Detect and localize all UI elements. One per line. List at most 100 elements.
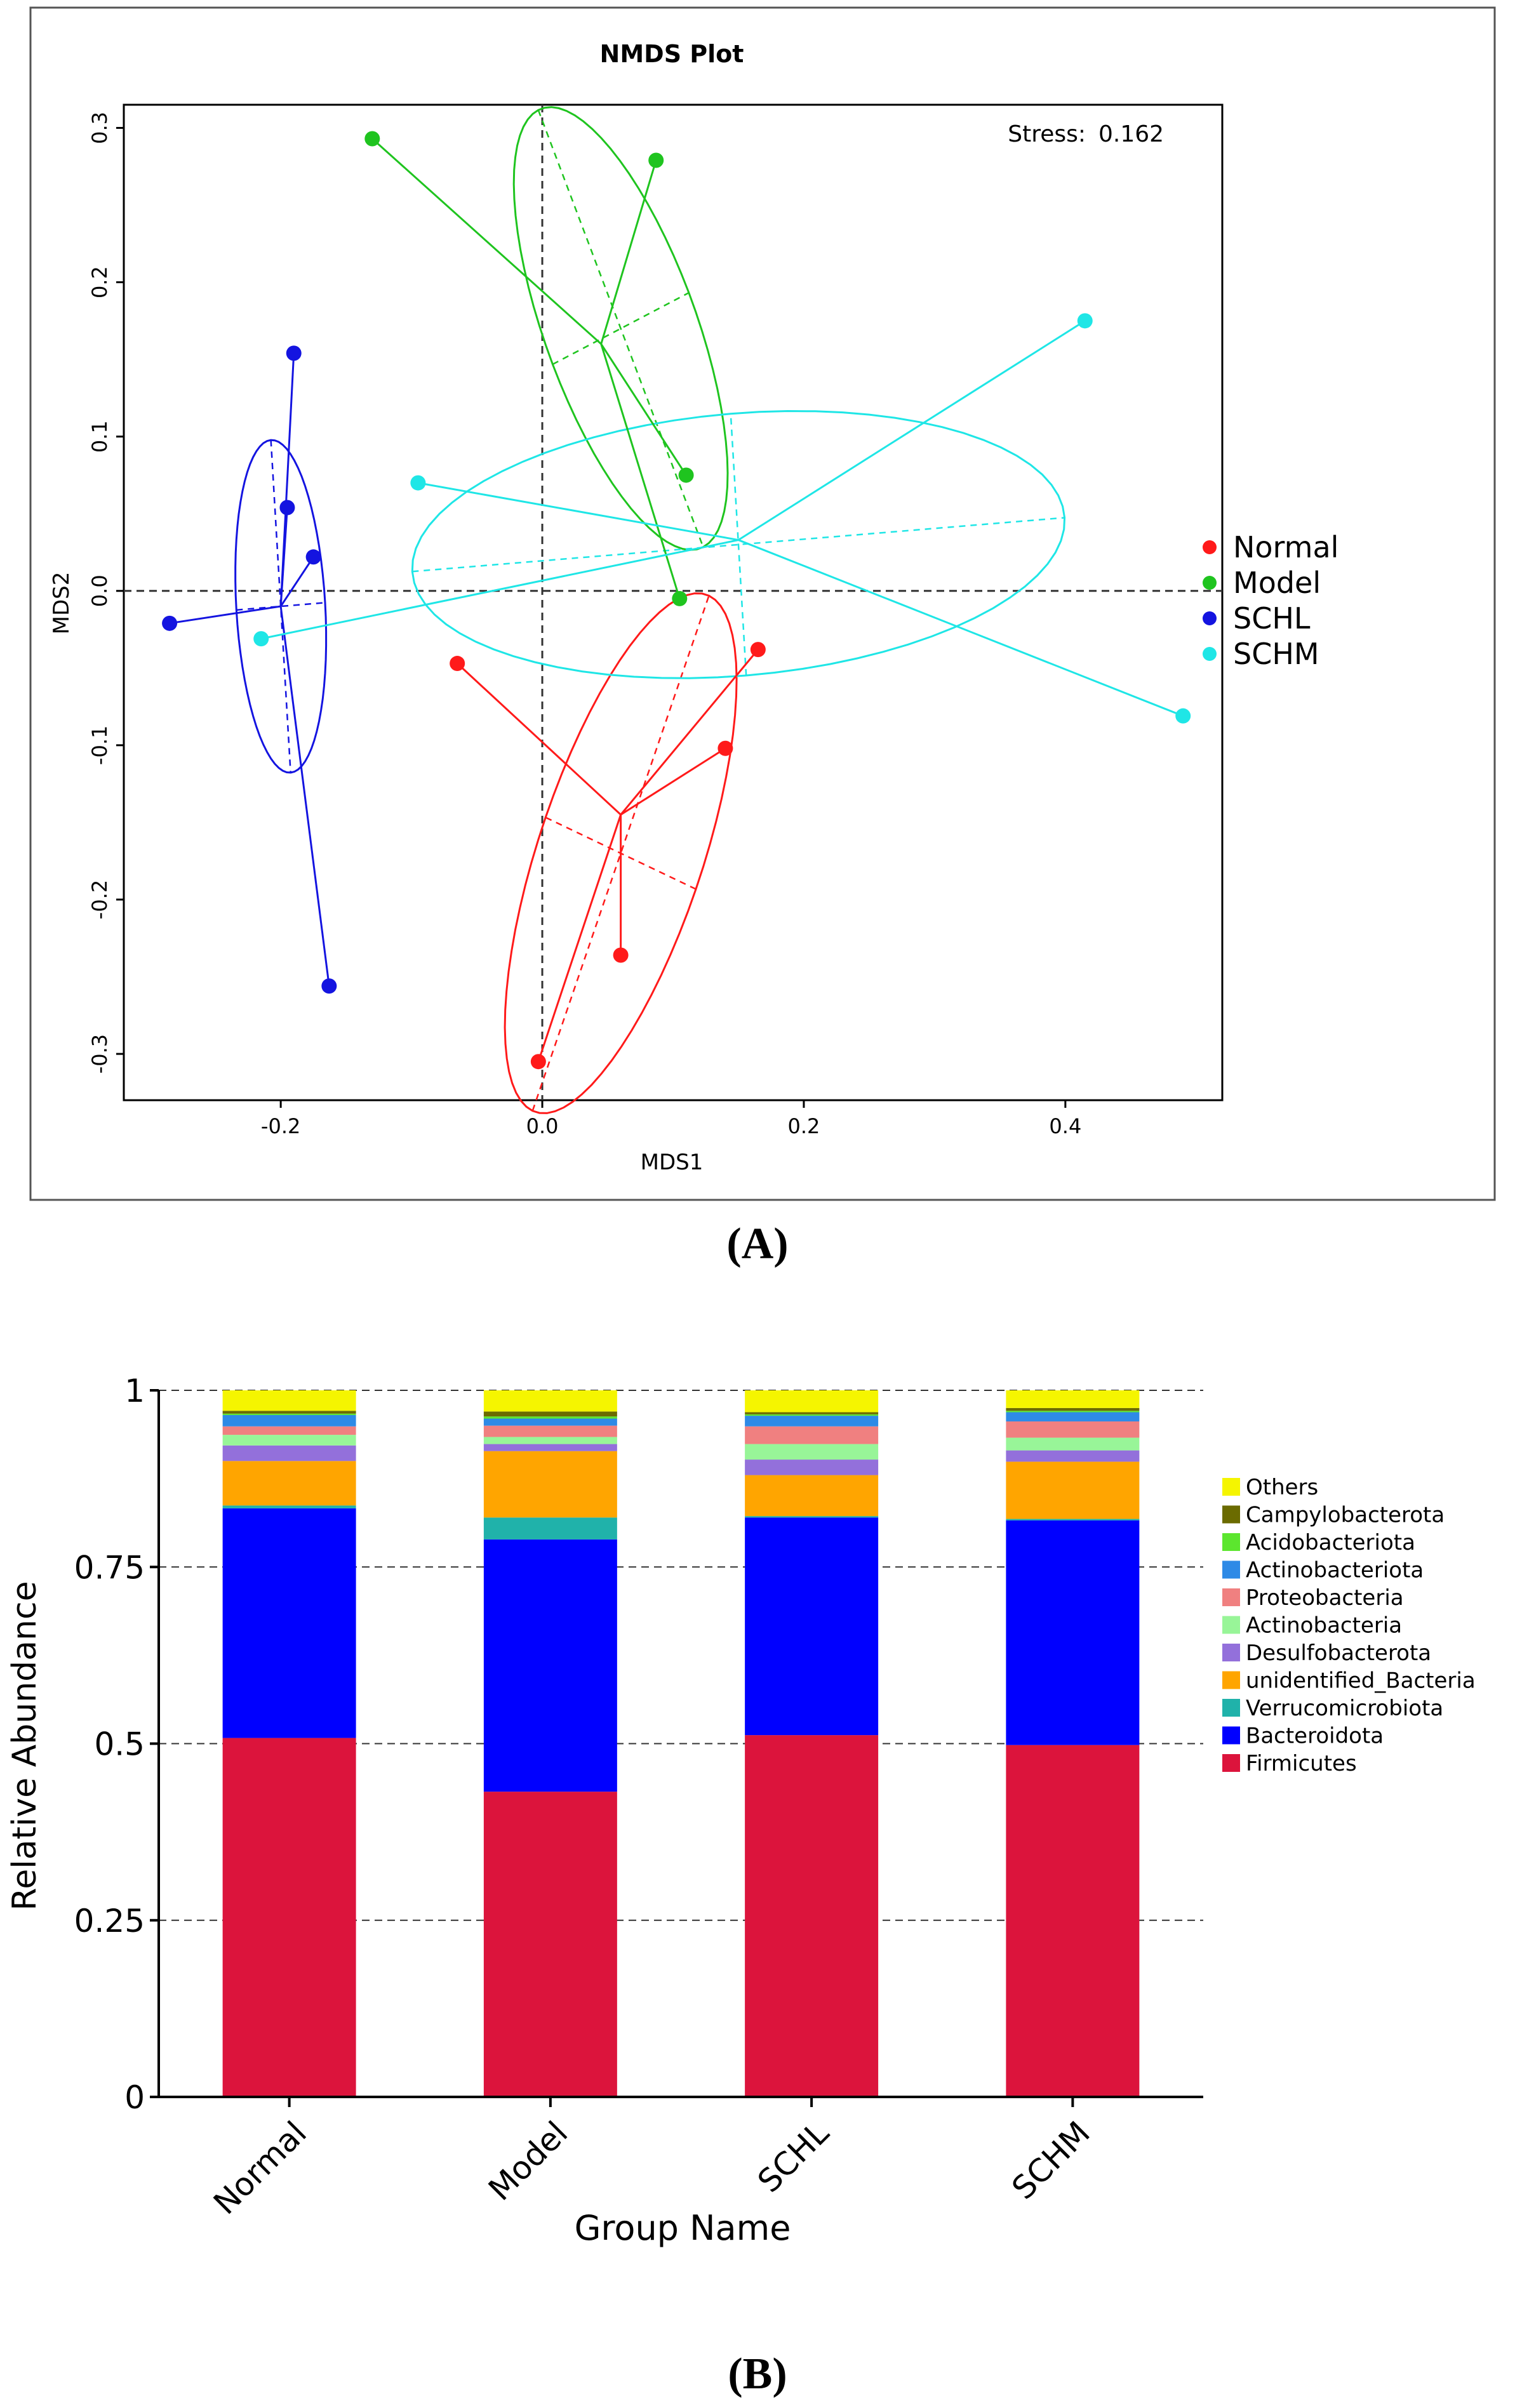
stress-label: Stress:	[1008, 121, 1086, 147]
bar-legend-swatch-acidobacteriota	[1222, 1533, 1240, 1551]
legend-marker-schl	[1203, 611, 1217, 625]
spoke-model-1	[600, 160, 657, 345]
nmds-x-tick-label-3: 0.4	[1049, 1114, 1081, 1138]
nmds-y-tick-label-4: 0.1	[88, 420, 112, 453]
bar-schl-actinobacteria	[745, 1444, 879, 1460]
ellipse-normal	[504, 592, 738, 1114]
bar-legend-label-firmicutes: Firmicutes	[1246, 1751, 1357, 1776]
bar-schm-proteobacteria	[1006, 1421, 1140, 1438]
bar-schm-acidobacteriota	[1006, 1411, 1140, 1413]
bar-legend-label-desulfobacterota: Desulfobacterota	[1246, 1640, 1431, 1666]
bar-model-bacteroidota	[483, 1539, 617, 1792]
legend-marker-schm	[1203, 647, 1217, 661]
nmds-spokes	[169, 138, 1184, 1062]
bar-schm-others	[1006, 1390, 1140, 1408]
bar-legend-swatch-others	[1222, 1478, 1240, 1496]
bar-legend-swatch-firmicutes	[1222, 1754, 1240, 1772]
bar-model-desulfobacterota	[483, 1444, 617, 1451]
panel-label-b: (B)	[728, 2350, 787, 2398]
bar-model-campylobacterota	[483, 1411, 617, 1417]
spoke-model-0	[371, 138, 602, 345]
spoke-model-2	[600, 343, 687, 476]
bar-normal-actinobacteria	[222, 1435, 356, 1446]
spoke-schl-2	[279, 556, 314, 607]
bar-schl-campylobacterota	[745, 1412, 879, 1414]
bar-schl-acidobacteriota	[745, 1414, 879, 1416]
nmds-y-tick-label-6: 0.3	[88, 112, 112, 144]
bar-legend-swatch-campylobacterota	[1222, 1505, 1240, 1524]
point-model-1	[648, 152, 664, 168]
nmds-zero-lines	[124, 105, 1222, 1100]
bar-model-proteobacteria	[483, 1425, 617, 1437]
spoke-schm-3	[738, 539, 1184, 717]
point-schl-1	[279, 500, 295, 516]
bar-legend-label-proteobacteria: Proteobacteria	[1246, 1585, 1404, 1611]
ellipse-major-axis-schl	[270, 440, 291, 773]
bar-legend-label-acidobacteriota: Acidobacteriota	[1246, 1530, 1415, 1555]
bar-x-tick-label-schm: SCHM	[1005, 2114, 1097, 2206]
point-schl-0	[286, 345, 302, 361]
bar-legend-label-bacteroidota: Bacteroidota	[1246, 1724, 1384, 1749]
bar-schl-verrucomicrobiota	[745, 1516, 879, 1518]
spoke-schl-4	[279, 606, 330, 987]
bar-legend-label-others: Others	[1246, 1475, 1318, 1500]
bar-normal-firmicutes	[222, 1738, 356, 2097]
point-normal-4	[530, 1054, 546, 1070]
nmds-y-tick-label-1: -0.2	[88, 880, 112, 919]
abundance-panel: 0 0.25 0.5 0.75 1 Normal Model SCHL SCHM Group …	[6, 1373, 1476, 2248]
bar-legend-swatch-bacteroidota	[1222, 1726, 1240, 1745]
bar-model-actinobacteria	[483, 1437, 617, 1444]
bar-schm-campylobacterota	[1006, 1407, 1140, 1411]
ellipse-major-axis-schm	[412, 517, 1065, 573]
ellipse-minor-axis-model	[552, 292, 690, 365]
bar-x-tick-label-model: Model	[481, 2114, 575, 2207]
legend-marker-model	[1203, 576, 1217, 590]
bar-y-tick-label-3: 0.75	[74, 1549, 145, 1586]
nmds-y-tick-label-0: -0.3	[88, 1034, 112, 1074]
bar-legend-label-campylobacterota: Campylobacterota	[1246, 1503, 1445, 1528]
bar-schl-proteobacteria	[745, 1426, 879, 1444]
legend-label-normal: Normal	[1233, 530, 1338, 564]
bar-y-tick-label-0: 0	[124, 2079, 145, 2116]
bar-normal-proteobacteria	[222, 1426, 356, 1435]
bar-schl-others	[745, 1390, 879, 1413]
bar-x-label: Group Name	[575, 2208, 791, 2248]
nmds-y-tick-label-3: 0.0	[88, 575, 112, 607]
bar-schm-firmicutes	[1006, 1745, 1140, 2097]
spoke-schm-2	[260, 539, 739, 640]
legend-label-schm: SCHM	[1233, 637, 1319, 671]
spoke-model-3	[600, 343, 681, 599]
nmds-x-ticks: -0.2 0.0 0.2 0.4	[261, 1100, 1081, 1138]
bar-schl-actinobacteriota	[745, 1416, 879, 1427]
point-model-2	[678, 467, 694, 483]
nmds-ellipses	[234, 106, 1066, 1114]
ellipse-minor-axis-schm	[730, 413, 747, 676]
point-model-3	[672, 590, 688, 606]
stress-value: 0.162	[1098, 121, 1164, 147]
bar-legend-swatch-verrucomicrobiota	[1222, 1699, 1240, 1717]
point-normal-3	[613, 947, 629, 963]
bar-schl-firmicutes	[745, 1735, 879, 2097]
bar-schm-unidentified-bacteria	[1006, 1461, 1140, 1519]
ellipse-schm	[411, 409, 1066, 679]
bar-normal-verrucomicrobiota	[222, 1505, 356, 1508]
bar-normal-acidobacteriota	[222, 1413, 356, 1415]
bar-normal-desulfobacterota	[222, 1445, 356, 1461]
nmds-points	[162, 131, 1191, 1070]
bar-y-tick-label-2: 0.5	[94, 1726, 145, 1763]
nmds-x-tick-label-2: 0.2	[788, 1114, 820, 1138]
spoke-normal-2	[620, 747, 726, 816]
spoke-schm-0	[738, 320, 1086, 541]
point-normal-1	[750, 642, 766, 658]
point-schm-2	[253, 631, 269, 647]
point-normal-2	[717, 740, 733, 756]
bar-y-tick-label-1: 0.25	[74, 1903, 145, 1939]
spoke-normal-1	[620, 649, 759, 816]
legend-marker-normal	[1203, 540, 1217, 554]
nmds-y-tick-label-2: -0.1	[88, 726, 112, 765]
point-schl-3	[162, 615, 178, 631]
bar-normal-campylobacterota	[222, 1411, 356, 1414]
point-schl-4	[321, 978, 337, 994]
